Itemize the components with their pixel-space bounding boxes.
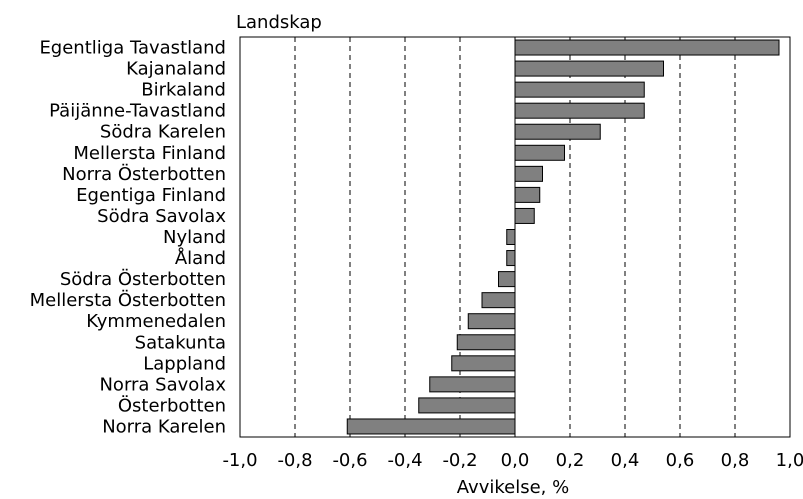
bar	[514, 186, 541, 203]
category-label: Satakunta	[135, 332, 226, 353]
bar	[506, 250, 516, 267]
x-tick-label: -0,2	[442, 450, 477, 471]
category-label: Norra Savolax	[99, 374, 226, 395]
bar	[418, 397, 516, 414]
bar	[506, 229, 516, 245]
category-labels: Egentliga TavastlandKajanalandBirkalandP…	[30, 38, 227, 438]
bars-group	[346, 39, 780, 435]
grid-lines	[294, 37, 736, 437]
category-label: Norra Österbotten	[62, 163, 226, 185]
category-label: Kymmenedalen	[86, 311, 226, 332]
category-label: Mellersta Finland	[73, 143, 226, 164]
category-label: Norra Karelen	[102, 416, 226, 437]
x-tick-label: 0,2	[556, 450, 585, 471]
bar	[451, 355, 516, 372]
category-axis-title: Landskap	[236, 12, 322, 33]
x-tick-label: 0,4	[611, 450, 640, 471]
bar	[514, 144, 565, 161]
category-label: Egentiga Finland	[76, 185, 226, 206]
category-label: Lappland	[143, 353, 226, 374]
category-label: Päijänne-Tavastland	[49, 101, 226, 122]
bar	[514, 81, 645, 98]
x-tick-label: 0,6	[666, 450, 695, 471]
bar	[456, 334, 516, 351]
x-tick-labels: -1,0 -0,8 -0,6 -0,4 -0,2 0,0 0,2 0,4 0,6 0,8 1,0	[222, 450, 803, 471]
x-tick-label: 0,0	[501, 450, 530, 471]
category-label: Södra Karelen	[100, 122, 226, 143]
x-axis-title: Avvikelse, %	[457, 477, 569, 498]
bar	[514, 123, 601, 140]
bar	[481, 292, 516, 309]
category-label: Nyland	[163, 227, 226, 248]
bar	[514, 60, 664, 77]
bar	[346, 418, 516, 435]
x-tick-label: 0,8	[721, 450, 750, 471]
x-tick-label: 1,0	[776, 450, 803, 471]
category-label: Egentliga Tavastland	[39, 38, 226, 59]
category-label: Mellersta Österbotten	[30, 289, 226, 311]
category-label: Södra Savolax	[97, 206, 226, 227]
bar	[498, 271, 516, 288]
category-label: Åland	[175, 247, 226, 269]
bar	[467, 313, 516, 330]
x-tick-label: -0,4	[387, 450, 422, 471]
bar	[514, 165, 543, 182]
category-label: Södra Österbotten	[60, 268, 226, 290]
bar	[514, 207, 535, 224]
x-tick-label: -1,0	[222, 450, 257, 471]
category-label: Birkaland	[141, 80, 226, 101]
bar	[514, 102, 645, 119]
bar	[514, 39, 780, 56]
x-tick-label: -0,6	[332, 450, 367, 471]
category-label: Kajanaland	[126, 59, 226, 80]
category-label: Österbotten	[118, 394, 226, 416]
bar	[429, 376, 516, 393]
x-tick-label: -0,8	[277, 450, 312, 471]
